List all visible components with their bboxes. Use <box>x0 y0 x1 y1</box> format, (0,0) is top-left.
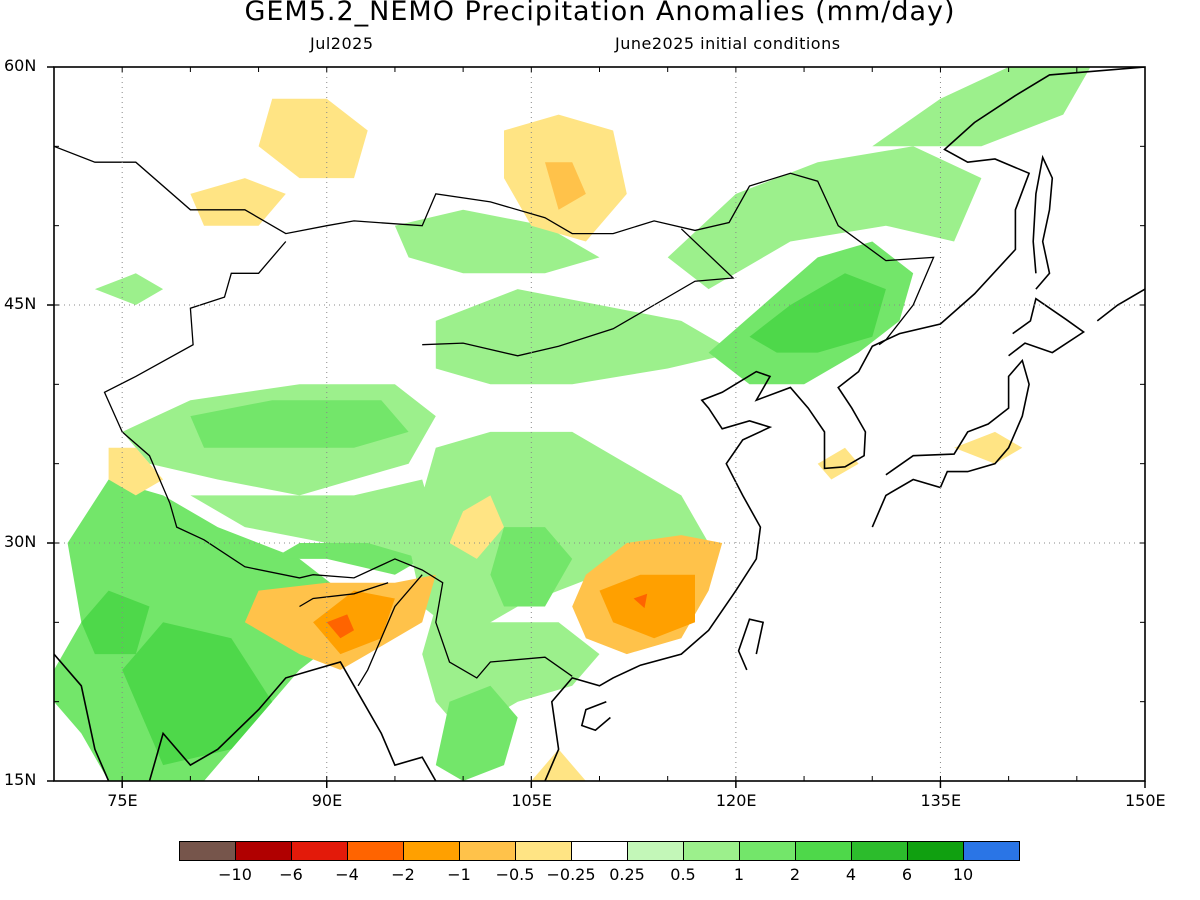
y-tick-label: 60N <box>4 56 37 75</box>
region-korea-dry <box>817 447 859 480</box>
y-tick-label: 45N <box>4 294 37 313</box>
region-mongolia-wet <box>394 209 600 274</box>
region-tibet-wet <box>190 479 436 559</box>
region-tibet-east-dry <box>449 495 504 559</box>
coastline-segment <box>544 67 1145 781</box>
y-tick-label: 15N <box>4 770 37 789</box>
x-tick-label: 135E <box>920 791 962 810</box>
coastline-segment <box>1096 288 1145 322</box>
region-japan-dry <box>954 431 1023 464</box>
country-border <box>54 145 935 346</box>
country-border <box>422 228 735 357</box>
gridlines <box>54 67 1145 781</box>
coastline-segment <box>148 661 437 781</box>
x-tick-label: 105E <box>511 791 552 810</box>
y-tick-label: 30N <box>4 532 37 551</box>
x-tick-label: 120E <box>715 791 757 810</box>
coastline-segment <box>737 618 765 671</box>
region-far-east-wet <box>872 67 1091 147</box>
region-south-china-core-dry <box>599 574 695 639</box>
region-west-india-wet <box>81 590 150 655</box>
region-bangladesh-peak-dry <box>326 614 354 639</box>
region-tarim-core-wet <box>190 400 409 448</box>
region-indochina-wet <box>435 685 518 781</box>
region-northeast-wet <box>667 146 982 290</box>
axis-ticks <box>47 66 1146 788</box>
anomaly-shading <box>54 67 1091 781</box>
region-china-central-wet <box>408 431 709 639</box>
region-baikal-core-dry <box>545 162 586 210</box>
coastline-segment <box>54 653 110 781</box>
region-pakistan-dry <box>108 447 164 496</box>
x-tick-label: 150E <box>1125 791 1166 810</box>
coastline-segment <box>1008 297 1086 357</box>
region-kazakh-wet <box>94 273 164 305</box>
coastline-segment <box>1032 154 1054 290</box>
region-north-mongolia-dry <box>258 98 368 179</box>
region-central-asia-wet <box>435 289 736 385</box>
country-border <box>299 582 389 608</box>
region-himalaya-wet <box>272 543 423 575</box>
forecast-month: Jul2025 <box>310 34 374 53</box>
country-border <box>357 574 423 687</box>
map-title: GEM5.2_NEMO Precipitation Anomalies (mm/… <box>244 0 956 27</box>
region-bangladesh-core-dry <box>313 590 395 655</box>
region-manchuria-core-wet <box>749 273 886 353</box>
coastline-segment <box>580 700 611 732</box>
region-sichuan-wet <box>490 527 573 607</box>
initial-conditions-label: June2025 initial conditions <box>615 34 841 53</box>
country-border <box>103 241 573 679</box>
coastlines-and-borders <box>54 67 1145 781</box>
region-india-core-wet <box>122 622 273 766</box>
region-south-china-peak-dry <box>633 593 648 609</box>
coastline-segment <box>871 358 1030 528</box>
region-siberia-dry <box>190 178 286 226</box>
x-tick-label: 90E <box>311 791 343 810</box>
x-tick-label: 75E <box>107 791 138 810</box>
region-indochina-dry <box>531 749 586 781</box>
